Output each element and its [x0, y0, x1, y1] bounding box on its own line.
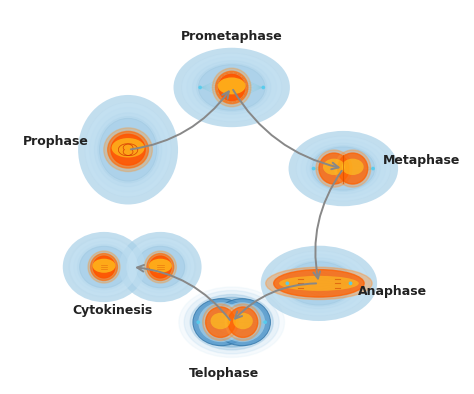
Ellipse shape — [316, 150, 352, 187]
Ellipse shape — [337, 153, 368, 184]
Ellipse shape — [349, 282, 352, 284]
Ellipse shape — [219, 302, 265, 342]
Ellipse shape — [218, 78, 246, 95]
Ellipse shape — [210, 313, 230, 329]
Ellipse shape — [111, 138, 145, 158]
Ellipse shape — [273, 269, 364, 297]
Text: Telophase: Telophase — [189, 366, 259, 379]
Ellipse shape — [323, 159, 345, 175]
Ellipse shape — [179, 287, 284, 357]
Ellipse shape — [312, 147, 374, 190]
Ellipse shape — [296, 136, 390, 201]
Ellipse shape — [264, 321, 266, 323]
Ellipse shape — [197, 321, 200, 323]
Ellipse shape — [198, 302, 244, 342]
Ellipse shape — [136, 246, 184, 288]
Ellipse shape — [98, 117, 158, 183]
Ellipse shape — [100, 119, 156, 181]
Ellipse shape — [319, 153, 349, 184]
Ellipse shape — [125, 237, 195, 297]
Ellipse shape — [77, 244, 131, 290]
Ellipse shape — [70, 238, 138, 296]
Ellipse shape — [228, 307, 258, 337]
Ellipse shape — [214, 299, 271, 346]
Ellipse shape — [63, 232, 145, 302]
Ellipse shape — [127, 238, 194, 296]
Ellipse shape — [173, 48, 290, 127]
Ellipse shape — [212, 68, 251, 107]
Ellipse shape — [279, 276, 359, 291]
Ellipse shape — [69, 237, 139, 297]
Ellipse shape — [85, 103, 171, 197]
Ellipse shape — [78, 95, 178, 204]
Ellipse shape — [335, 150, 371, 187]
Ellipse shape — [206, 307, 235, 337]
Ellipse shape — [93, 256, 115, 278]
Ellipse shape — [149, 259, 172, 273]
Text: Cytokinesis: Cytokinesis — [73, 303, 153, 316]
Text: Prometaphase: Prometaphase — [181, 30, 283, 43]
Ellipse shape — [219, 74, 245, 100]
Ellipse shape — [79, 246, 129, 288]
Ellipse shape — [149, 256, 171, 278]
Ellipse shape — [88, 251, 120, 283]
Ellipse shape — [190, 294, 273, 350]
Text: Metaphase: Metaphase — [383, 154, 460, 167]
Ellipse shape — [73, 241, 134, 293]
Ellipse shape — [130, 241, 191, 293]
Ellipse shape — [147, 254, 174, 281]
Ellipse shape — [286, 282, 289, 284]
Ellipse shape — [286, 262, 352, 305]
Text: Prophase: Prophase — [23, 136, 89, 149]
Ellipse shape — [225, 306, 260, 338]
Ellipse shape — [144, 251, 176, 283]
Ellipse shape — [310, 146, 376, 191]
Ellipse shape — [119, 232, 201, 302]
Ellipse shape — [301, 139, 385, 198]
Ellipse shape — [80, 246, 128, 288]
Ellipse shape — [312, 167, 315, 170]
Ellipse shape — [266, 267, 372, 299]
Ellipse shape — [289, 131, 398, 206]
Ellipse shape — [216, 71, 248, 104]
Ellipse shape — [184, 290, 279, 354]
Ellipse shape — [233, 313, 253, 329]
Ellipse shape — [92, 259, 116, 273]
Ellipse shape — [269, 251, 369, 316]
Ellipse shape — [193, 299, 249, 346]
Ellipse shape — [134, 244, 187, 290]
Ellipse shape — [196, 63, 267, 112]
Ellipse shape — [90, 108, 167, 192]
Ellipse shape — [280, 258, 358, 309]
Ellipse shape — [203, 304, 238, 340]
Ellipse shape — [91, 254, 118, 281]
Ellipse shape — [269, 251, 369, 316]
Ellipse shape — [194, 297, 269, 347]
Ellipse shape — [203, 306, 239, 338]
Ellipse shape — [262, 86, 264, 89]
Ellipse shape — [192, 61, 271, 114]
Ellipse shape — [199, 86, 201, 89]
Ellipse shape — [306, 143, 380, 194]
Ellipse shape — [85, 103, 171, 197]
Ellipse shape — [182, 54, 282, 121]
Ellipse shape — [261, 246, 377, 321]
Ellipse shape — [274, 254, 364, 312]
Ellipse shape — [187, 57, 277, 118]
Ellipse shape — [225, 304, 261, 340]
Ellipse shape — [182, 54, 282, 121]
Ellipse shape — [283, 260, 354, 306]
Ellipse shape — [199, 65, 265, 110]
Text: Anaphase: Anaphase — [358, 285, 427, 298]
Ellipse shape — [342, 159, 364, 175]
Ellipse shape — [108, 131, 148, 168]
Ellipse shape — [104, 128, 152, 171]
Ellipse shape — [372, 167, 374, 170]
Ellipse shape — [111, 134, 145, 165]
Ellipse shape — [94, 113, 162, 187]
Ellipse shape — [296, 136, 390, 201]
Ellipse shape — [136, 246, 185, 288]
